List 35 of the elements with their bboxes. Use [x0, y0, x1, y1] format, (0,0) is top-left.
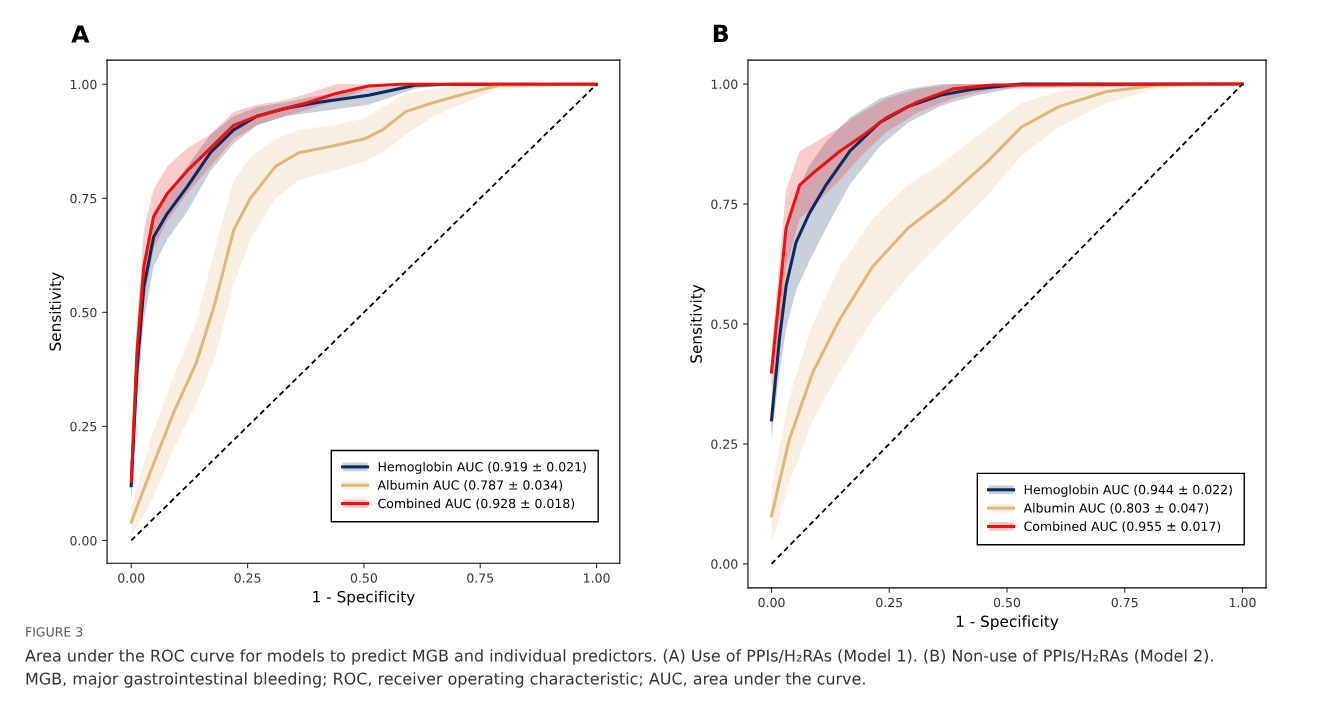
y-tick-label: 0.25: [711, 439, 738, 449]
x-tick-label: 0.25: [234, 573, 261, 583]
x-tick-label: 1.00: [584, 573, 610, 583]
y-tick-label: 0.00: [711, 559, 738, 569]
x-tick-label: 0.50: [350, 573, 377, 583]
x-tick-label: 0.75: [1111, 597, 1138, 608]
caption: FIGURE 3: [26, 627, 83, 637]
y-tick-label: 1.00: [70, 79, 97, 90]
text: Area under the ROC curve for models to predict MGB and individual predictors. (A) Use of PPIs/H₂RAs (Model 1). (B) Non-use of PPIs/H₂RAs (Model 2).: [25, 649, 1213, 665]
legend-label: Albumin AUC (0.787 ± 0.034): [377, 480, 563, 492]
x-tick-label: 0.75: [467, 573, 494, 583]
y-tick-label: 0.50: [711, 319, 738, 329]
legend-label: Albumin AUC (0.803 ± 0.047): [1023, 503, 1209, 515]
text: MGB, major gastrointestinal bleeding; ROC, receiver operating characteristic; AUC, area under the curve.: [26, 672, 865, 688]
x-tick-label: 0.00: [118, 573, 145, 583]
x-axis-title: 1 - Specificity: [956, 615, 1059, 631]
legend-label: Hemoglobin AUC (0.944 ± 0.022): [1024, 484, 1232, 497]
y-axis-title: Sensitivity: [690, 284, 705, 363]
y-tick-label: 0.50: [70, 307, 97, 318]
x-axis-title: 1 - Specificity: [313, 590, 415, 606]
y-tick-label: 0.25: [70, 421, 97, 432]
x-tick-label: 0.00: [758, 597, 785, 608]
x-tick-label: 0.25: [876, 597, 903, 608]
x-tick-label: 0.50: [993, 597, 1021, 608]
y-tick-label: 0.75: [70, 193, 97, 204]
legend-label: Combined AUC (0.928 ± 0.018): [378, 498, 575, 510]
legend-label: Hemoglobin AUC (0.919 ± 0.021): [378, 461, 586, 474]
y-tick-label: 1.00: [711, 79, 738, 90]
chart-title: A: [71, 25, 90, 43]
legend-label: Combined AUC (0.955 ± 0.017): [1024, 521, 1221, 533]
y-tick-label: 0.75: [711, 199, 738, 209]
y-axis-title: Sensitivity: [49, 272, 64, 351]
y-tick-label: 0.00: [70, 535, 97, 546]
chart-title: B: [713, 24, 729, 42]
x-tick-label: 1.00: [1229, 597, 1256, 608]
